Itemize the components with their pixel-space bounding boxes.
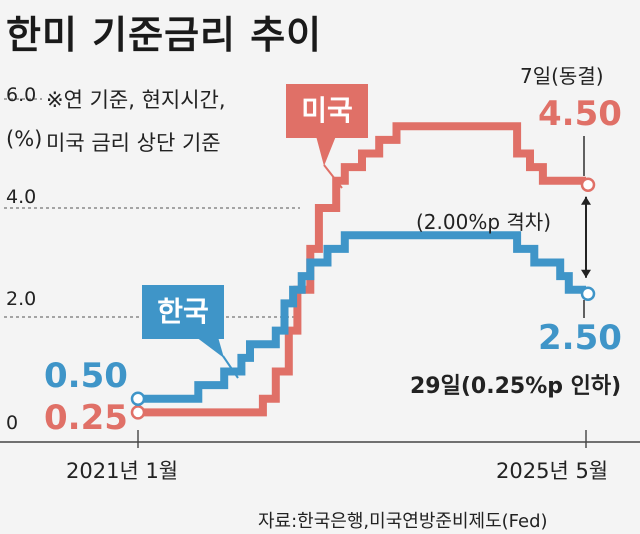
- us-tag-pointer: [316, 136, 336, 166]
- korea-start-marker: [130, 391, 146, 406]
- x-label-start: 2021년 1월: [66, 459, 179, 483]
- korea-rate-line: [138, 231, 586, 403]
- korea-end-note: 29일(0.25%p 인하): [410, 374, 622, 399]
- gap-arrow-head-bottom: [581, 269, 591, 278]
- gap-annotation: (2.00%p 격차): [416, 210, 551, 234]
- y-tick-label-2: 2.0: [6, 288, 37, 310]
- us-end-note: 7일(동결): [520, 64, 604, 88]
- gap-arrow-head-top: [581, 196, 591, 205]
- chart-title: 한미 기준금리 추이: [6, 13, 323, 57]
- y-tick-label-6: 6.0: [6, 84, 37, 106]
- us-start-marker: [130, 405, 146, 420]
- us-rate-line: [138, 122, 586, 417]
- korea-series-tag: 한국: [142, 285, 224, 339]
- korea-end-value: 2.50: [538, 318, 622, 358]
- us-end-value: 4.50: [538, 94, 622, 134]
- korea-start-value: 0.50: [44, 356, 128, 396]
- y-tick-label-0: 0: [6, 412, 19, 434]
- note-line-2: 미국 금리 상단 기준: [46, 131, 221, 155]
- us-series-tag: 미국: [286, 84, 368, 138]
- us-start-value: 0.25: [44, 398, 128, 438]
- x-label-end: 2025년 5월: [496, 459, 609, 483]
- note-line-1: ※연 기준, 현지시간,: [46, 88, 226, 112]
- korea-end-marker: [580, 286, 596, 301]
- korea-tag-pointer: [196, 337, 224, 358]
- us-end-marker: [580, 177, 596, 192]
- source-note: 자료:한국은행,미국연방준비제도(Fed): [258, 511, 548, 532]
- unit-label: (%): [6, 127, 43, 151]
- y-tick-label-4: 4.0: [6, 186, 37, 208]
